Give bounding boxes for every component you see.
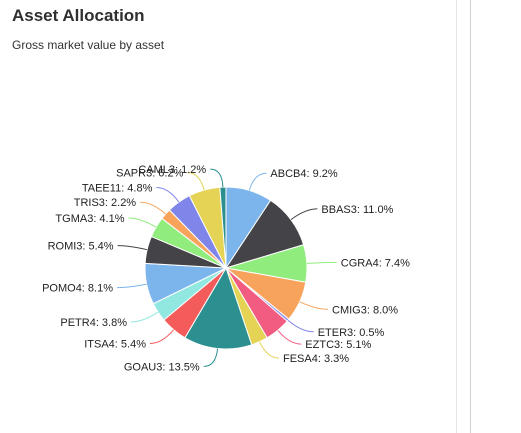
data-label-goau3: GOAU3: 13.5% xyxy=(124,362,200,374)
data-label-eztc3: EZTC3: 5.1% xyxy=(305,339,371,351)
data-label-cgra4: CGRA4: 7.4% xyxy=(341,257,410,269)
connector-abcb4 xyxy=(248,172,267,191)
data-label-tris3: TRIS3: 2.2% xyxy=(74,197,137,209)
data-label-petr4: PETR4: 3.8% xyxy=(60,317,127,329)
data-label-sapr3: SAPR3: 6.2% xyxy=(116,168,183,180)
data-label-fesa4: FESA4: 3.3% xyxy=(283,353,349,365)
data-label-cmig3: CMIG3: 8.0% xyxy=(332,304,398,316)
connector-tris3 xyxy=(140,201,166,215)
connector-romi3 xyxy=(117,245,148,251)
pie-chart: ABCB4: 9.2% BBAS3: 11.0% CGRA4: 7.4% CMIG3:… xyxy=(42,164,410,374)
data-label-bbas3: BBAS3: 11.0% xyxy=(321,204,393,216)
data-label-romi3: ROMI3: 5.4% xyxy=(48,241,114,253)
chart-card: Asset Allocation Gross market value by a… xyxy=(12,6,411,374)
connector-petr4 xyxy=(130,311,159,323)
connector-eter3 xyxy=(287,319,314,333)
connector-itsa4 xyxy=(149,329,174,344)
connector-tgma3 xyxy=(128,217,157,228)
data-label-tgma3: TGMA3: 4.1% xyxy=(55,213,124,225)
connector-caml3 xyxy=(210,168,224,188)
connector-cmig3 xyxy=(299,301,329,310)
connector-eztc3 xyxy=(277,329,302,345)
data-label-itsa4: ITSA4: 5.4% xyxy=(84,339,146,351)
connector-taee11 xyxy=(156,187,180,203)
panel-divider xyxy=(456,0,457,433)
panel-border xyxy=(470,0,471,433)
pie-slice-goau3[interactable] xyxy=(184,266,253,350)
chart-subtitle: Gross market value by asset xyxy=(12,38,165,52)
connector-cgra4 xyxy=(306,261,337,264)
connector-goau3 xyxy=(203,348,219,367)
data-label-caml3: CAML3: 1.2% xyxy=(138,164,206,176)
connector-sapr3 xyxy=(187,172,205,191)
chart-title: Asset Allocation xyxy=(12,6,145,25)
connector-fesa4 xyxy=(259,341,280,359)
connector-bbas3 xyxy=(290,208,318,221)
data-label-eter3: ETER3: 0.5% xyxy=(318,327,385,339)
data-label-abcb4: ABCB4: 9.2% xyxy=(270,168,337,180)
data-label-taee11: TAEE11: 4.8% xyxy=(82,183,153,195)
connector-pomo4 xyxy=(116,283,147,289)
data-label-pomo4: POMO4: 8.1% xyxy=(42,283,113,295)
